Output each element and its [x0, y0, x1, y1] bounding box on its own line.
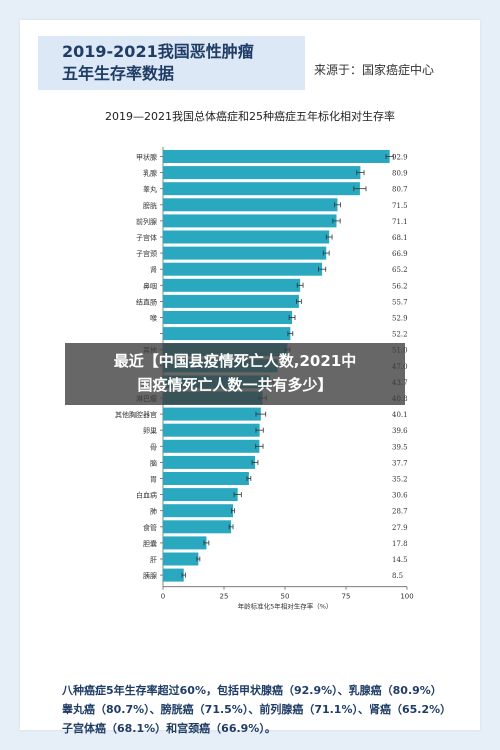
value-label: 35.2 — [392, 476, 408, 484]
category-label: 喉 — [150, 314, 157, 323]
category-label: 食管 — [143, 523, 157, 532]
bar — [163, 455, 255, 469]
value-label: 14.5 — [392, 556, 408, 564]
header-title: 2019-2021我国恶性肿瘤 五年生存率数据 — [62, 42, 254, 83]
header-box: 2019-2021我国恶性肿瘤 五年生存率数据 — [38, 36, 305, 90]
category-label: 肾 — [150, 265, 157, 274]
value-label: 27.9 — [392, 524, 408, 532]
category-label: 白血病 — [136, 491, 157, 500]
category-label: 胰腺 — [143, 571, 157, 580]
value-label: 37.7 — [392, 459, 408, 467]
source-label: 来源于：国家癌症中心 — [314, 63, 435, 77]
category-label: 子宫颈 — [136, 249, 157, 258]
summary-line: 子宫体癌（68.1%）和宫颈癌（66.9%）。 — [62, 722, 276, 735]
bar — [163, 327, 291, 341]
summary-line: 睾丸癌（80.7%）、膀胱癌（71.5%）、前列腺癌（71.1%）、肾癌（65.… — [62, 703, 452, 716]
category-label: 甲状腺 — [136, 153, 157, 162]
bar — [163, 568, 184, 582]
bar — [163, 278, 301, 292]
x-axis-label: 年龄标准化5年相对生存率（%） — [238, 602, 333, 611]
bar — [163, 214, 337, 228]
value-label: 8.5 — [392, 572, 403, 580]
bar — [163, 472, 249, 485]
bar — [163, 423, 260, 437]
category-label: 胃 — [150, 476, 157, 484]
category-label: 卵巢 — [143, 426, 157, 435]
category-label: 睾丸 — [143, 185, 157, 194]
category-label: 脑 — [150, 458, 157, 467]
bar — [163, 536, 207, 550]
value-label: 39.6 — [392, 427, 408, 435]
summary-text: 八种癌症5年生存率超过60%，包括甲状腺癌（92.9%）、乳腺癌（80.9%） … — [62, 681, 492, 738]
category-label: 结直肠 — [136, 297, 157, 306]
bar — [163, 262, 323, 276]
value-label: 40.1 — [392, 411, 408, 419]
category-label: 鼻咽 — [143, 281, 157, 290]
category-label: 前列腺 — [136, 217, 157, 226]
x-tick-label: 100 — [400, 593, 413, 601]
x-tick-label: 0 — [161, 593, 165, 601]
category-label: 子宫体 — [136, 233, 157, 242]
bar — [163, 246, 327, 260]
value-label: 92.9 — [392, 154, 408, 162]
summary-line: 八种癌症5年生存率超过60%，包括甲状腺癌（92.9%）、乳腺癌（80.9%） — [62, 684, 442, 697]
x-tick-label: 75 — [342, 593, 351, 601]
bar — [163, 439, 260, 453]
category-label: 胆囊 — [143, 539, 157, 548]
chart-title: 2019—2021我国总体癌症和25种癌症五年标化相对生存率 — [105, 110, 395, 123]
category-label: 其他胸腔器官 — [115, 410, 157, 419]
value-label: 80.9 — [392, 170, 408, 178]
bar — [163, 166, 361, 180]
category-label: 膀胱 — [143, 201, 157, 210]
bar — [163, 198, 338, 212]
bar — [163, 552, 199, 566]
value-label: 28.7 — [392, 508, 408, 516]
bar — [163, 230, 330, 244]
value-label: 71.1 — [392, 218, 408, 226]
bar — [163, 407, 261, 421]
category-label: 骨 — [150, 443, 157, 451]
bar — [163, 311, 293, 324]
bar — [163, 504, 234, 518]
bar — [163, 182, 360, 196]
bar — [163, 488, 238, 502]
value-label: 80.7 — [392, 186, 408, 194]
value-label: 30.6 — [392, 492, 408, 500]
value-label: 66.9 — [392, 250, 408, 258]
value-label: 39.5 — [392, 443, 408, 451]
category-label: 肝 — [150, 556, 157, 564]
value-label: 68.1 — [392, 234, 408, 242]
bar — [163, 520, 232, 534]
bar — [163, 294, 299, 308]
overlay-caption[interactable]: 最近【中国县疫情死亡人数,2021中 国疫情死亡人数一共有多少】 — [65, 343, 405, 405]
category-label: 乳腺 — [143, 169, 157, 178]
value-label: 56.2 — [392, 282, 408, 290]
value-label: 17.8 — [392, 540, 408, 548]
category-label: 肺 — [150, 508, 157, 516]
x-tick-label: 25 — [220, 593, 229, 601]
value-label: 52.9 — [392, 315, 408, 323]
value-label: 52.2 — [392, 331, 408, 339]
value-label: 71.5 — [392, 202, 408, 210]
value-label: 65.2 — [392, 266, 408, 274]
bar — [163, 150, 390, 163]
value-label: 55.7 — [392, 298, 408, 306]
x-tick-label: 50 — [281, 593, 290, 601]
